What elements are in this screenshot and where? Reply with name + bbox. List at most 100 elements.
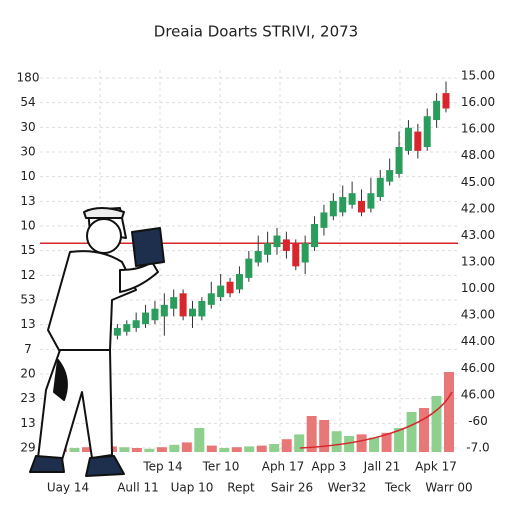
left-axis-label: 23	[20, 391, 35, 405]
left-axis-label: 13	[20, 317, 35, 331]
volume-bar	[256, 445, 267, 452]
left-axis-label: 180	[17, 71, 40, 85]
volume-bar	[131, 448, 142, 452]
candle-body	[226, 281, 234, 294]
chart-title: Dreaia Doarts STRIVI, 2073	[154, 23, 358, 41]
x-label: Warr 00	[425, 481, 472, 495]
candle-body	[142, 312, 150, 325]
candle-body	[433, 100, 441, 121]
volume-bar	[206, 445, 217, 452]
candle-body	[179, 293, 187, 317]
volume-bar	[431, 396, 442, 452]
x-label: Uay 14	[47, 481, 89, 495]
x-label: Rept	[227, 481, 255, 495]
x-label: Aph 17	[262, 460, 305, 474]
x-label: Ter 10	[202, 460, 240, 474]
candle-body	[301, 243, 309, 263]
volume-bar	[344, 436, 355, 452]
volume-bar	[219, 448, 230, 452]
left-axis-label: 53	[20, 293, 35, 307]
right-axis-label: 16.00	[461, 95, 495, 109]
candle-body	[329, 200, 337, 217]
volume-bar	[269, 444, 280, 452]
left-axis-label: 20	[20, 367, 35, 381]
left-axis-label: 13	[20, 194, 35, 208]
left-axis-label: 30	[20, 145, 35, 159]
x-label: App 3	[312, 460, 347, 474]
candle-body	[367, 193, 375, 209]
right-axis-label: 45.00	[461, 175, 495, 189]
right-axis-label: 48.00	[461, 148, 495, 162]
candle-body	[311, 224, 319, 248]
candle-body	[132, 320, 140, 328]
left-axis-label: 13	[20, 416, 35, 430]
volume-bar	[356, 434, 367, 452]
plot	[40, 81, 458, 452]
right-axis-label: 15.00	[461, 69, 495, 83]
candle-body	[292, 243, 300, 267]
volume-bar	[394, 428, 405, 452]
candle-body	[245, 258, 253, 278]
right-axis-label: 43.00	[461, 228, 495, 242]
volume-bar	[281, 439, 292, 452]
candle-body	[160, 304, 168, 317]
candle-body	[339, 197, 347, 213]
left-axis-label: 54	[20, 95, 35, 109]
right-axis-label: 44.00	[461, 334, 495, 348]
candle-body	[348, 193, 356, 205]
x-label: Teck	[384, 481, 411, 495]
right-axis-label: 46.00	[461, 361, 495, 375]
candle-body	[404, 127, 412, 151]
volume-bar	[156, 447, 167, 452]
candle-body	[273, 235, 281, 248]
candle-body	[282, 239, 290, 251]
volume-bar	[231, 447, 242, 452]
volume-bar	[319, 420, 330, 452]
x-label: Tep 14	[142, 460, 182, 474]
x-label: Aull 11	[117, 481, 159, 495]
volume-bar	[306, 416, 317, 452]
volume-bar	[381, 432, 392, 452]
right-axis-label: 43.00	[461, 308, 495, 322]
volume-bar	[294, 434, 305, 452]
right-axis-label: 13.00	[461, 255, 495, 269]
volume-bar	[244, 446, 255, 452]
x-label: Apk 17	[415, 460, 457, 474]
candle-body	[320, 212, 328, 228]
left-axis-label: 30	[20, 120, 35, 134]
candle-body	[395, 147, 403, 174]
right-axis-label: 46.00	[461, 387, 495, 401]
candle-body	[376, 177, 384, 198]
right-axis-label: -7.0	[466, 441, 489, 455]
trend-curve	[299, 391, 453, 449]
candle-body	[235, 274, 243, 290]
x-label: Jall 21	[363, 460, 401, 474]
volume-bar	[119, 447, 130, 452]
volume-bar	[144, 448, 155, 452]
left-axis-label: 7	[24, 342, 32, 356]
left-axis-label: 10	[20, 219, 35, 233]
volume-bar	[331, 431, 342, 452]
candle-body	[254, 250, 262, 263]
left-axis-label: 15	[20, 243, 35, 257]
candle-body	[189, 308, 196, 317]
left-axis-label: 29	[20, 441, 35, 455]
volume-bar	[369, 437, 380, 452]
volume-bar	[406, 412, 417, 452]
candle-body	[217, 285, 225, 298]
candle-body	[358, 200, 365, 213]
candle-body	[170, 297, 178, 309]
candle-body	[207, 293, 215, 305]
volume-bar	[169, 444, 180, 452]
right-axis-label: 42.00	[461, 201, 495, 215]
volume-bar	[194, 428, 205, 452]
candle-body	[414, 131, 422, 151]
candle-body	[113, 327, 121, 336]
volume-bar	[69, 448, 80, 452]
man-illustration	[29, 207, 165, 477]
candle-body	[198, 301, 206, 317]
x-label: Sair 26	[271, 481, 313, 495]
x-label: Uap 10	[171, 481, 214, 495]
